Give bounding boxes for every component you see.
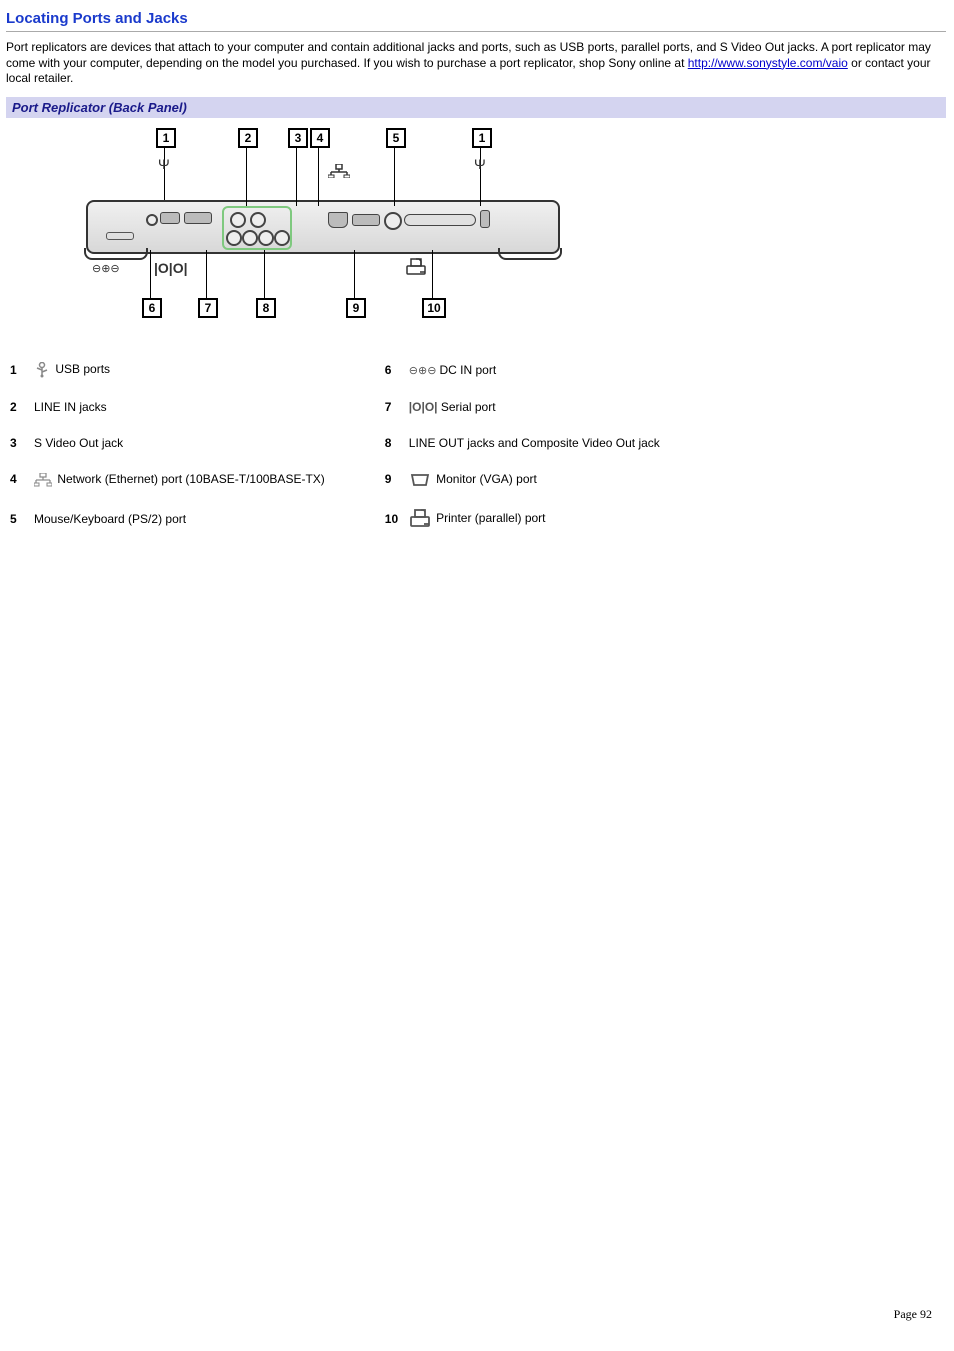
- device-body: [86, 200, 560, 254]
- row-num: 9: [383, 462, 405, 497]
- port-shape: [480, 210, 490, 228]
- network-icon: [328, 162, 352, 178]
- port-shape: [242, 230, 258, 246]
- connector: [480, 146, 481, 206]
- row-num: 10: [383, 499, 405, 539]
- port-label-text: USB ports: [55, 362, 110, 376]
- callout-4-top: 4: [310, 128, 330, 148]
- connector: [246, 146, 247, 206]
- port-shape: [230, 212, 246, 228]
- printer-icon: [409, 509, 431, 529]
- port-shape: [146, 214, 158, 226]
- row-num: 1: [8, 352, 30, 388]
- row-label: S Video Out jack: [32, 426, 331, 460]
- usb-icon: [34, 362, 50, 378]
- row-label: Network (Ethernet) port (10BASE-T/100BAS…: [32, 462, 331, 497]
- callout-1-top: 1: [156, 128, 176, 148]
- port-label-text: LINE OUT jacks and Composite Video Out j…: [409, 436, 660, 450]
- serial-icon: |O|O|: [409, 400, 441, 414]
- row-label: LINE OUT jacks and Composite Video Out j…: [407, 426, 666, 460]
- connector: [296, 146, 297, 206]
- heading-rule: [6, 31, 946, 32]
- connector: [264, 250, 265, 298]
- connector: [150, 250, 151, 298]
- port-shape: [328, 212, 348, 228]
- row-label: |O|O| Serial port: [407, 390, 666, 424]
- port-label-text: S Video Out jack: [34, 436, 123, 450]
- callout-2-top: 2: [238, 128, 258, 148]
- port-shape: [160, 212, 180, 224]
- connector: [318, 146, 319, 206]
- callout-9: 9: [346, 298, 366, 318]
- usb-icon: Ψ: [474, 156, 486, 172]
- row-num: 6: [383, 352, 405, 388]
- row-num: 3: [8, 426, 30, 460]
- diagram-caption: Port Replicator (Back Panel): [6, 97, 946, 118]
- sony-link[interactable]: http://www.sonystyle.com/vaio: [688, 56, 848, 70]
- row-label: USB ports: [32, 352, 331, 388]
- row-label: Monitor (VGA) port: [407, 462, 666, 497]
- row-label: Mouse/Keyboard (PS/2) port: [32, 499, 331, 539]
- port-shape: [384, 212, 402, 230]
- row-num: 4: [8, 462, 30, 497]
- port-shape: [226, 230, 242, 246]
- connector: [354, 250, 355, 298]
- usb-icon: Ψ: [158, 156, 170, 172]
- row-num: 8: [383, 426, 405, 460]
- port-shape: [404, 214, 476, 226]
- network-icon: [34, 473, 52, 487]
- callout-1b-top: 1: [472, 128, 492, 148]
- callout-3-top: 3: [288, 128, 308, 148]
- device-foot-left: [84, 248, 148, 260]
- callout-10: 10: [422, 298, 446, 318]
- row-num: 2: [8, 390, 30, 424]
- dc-icon: ⊖⊕⊖: [409, 365, 440, 377]
- port-label-text: Mouse/Keyboard (PS/2) port: [34, 512, 186, 526]
- callout-5-top: 5: [386, 128, 406, 148]
- port-label-text: Network (Ethernet) port (10BASE-T/100BAS…: [57, 472, 324, 486]
- highlight-box: [222, 206, 292, 250]
- dc-icon: ⊖⊕⊖: [92, 262, 120, 275]
- ports-legend-table: 1 USB ports 6 ⊖⊕⊖ DC IN port 2 LINE IN j…: [6, 350, 668, 541]
- row-num: 7: [383, 390, 405, 424]
- page-footer: Page 92: [894, 1307, 932, 1322]
- port-shape: [250, 212, 266, 228]
- connector: [432, 250, 433, 298]
- row-num: 5: [8, 499, 30, 539]
- port-replicator-diagram: 1 2 3 4 5 1 Ψ Ψ 6 7 8 9 10 ⊖⊕⊖ |O|O|: [6, 122, 586, 342]
- row-label: LINE IN jacks: [32, 390, 331, 424]
- port-label-text: Printer (parallel) port: [436, 511, 545, 525]
- row-label: Printer (parallel) port: [407, 499, 666, 539]
- port-shape: [184, 212, 212, 224]
- connector: [394, 146, 395, 206]
- device-foot-right: [498, 248, 562, 260]
- port-label-text: Monitor (VGA) port: [436, 472, 537, 486]
- row-label: ⊖⊕⊖ DC IN port: [407, 352, 666, 388]
- port-shape: [106, 232, 134, 240]
- callout-6: 6: [142, 298, 162, 318]
- port-label-text: Serial port: [441, 400, 496, 414]
- port-label-text: DC IN port: [440, 363, 497, 377]
- port-shape: [352, 214, 380, 226]
- port-shape: [258, 230, 274, 246]
- connector: [206, 250, 207, 298]
- connector: [164, 146, 165, 200]
- port-label-text: LINE IN jacks: [34, 400, 107, 414]
- port-shape: [274, 230, 290, 246]
- intro-paragraph: Port replicators are devices that attach…: [6, 40, 946, 87]
- page-heading: Locating Ports and Jacks: [6, 10, 946, 27]
- serial-icon: |O|O|: [154, 260, 188, 276]
- vga-icon: [409, 473, 431, 487]
- callout-7: 7: [198, 298, 218, 318]
- printer-icon: [406, 258, 426, 279]
- callout-8: 8: [256, 298, 276, 318]
